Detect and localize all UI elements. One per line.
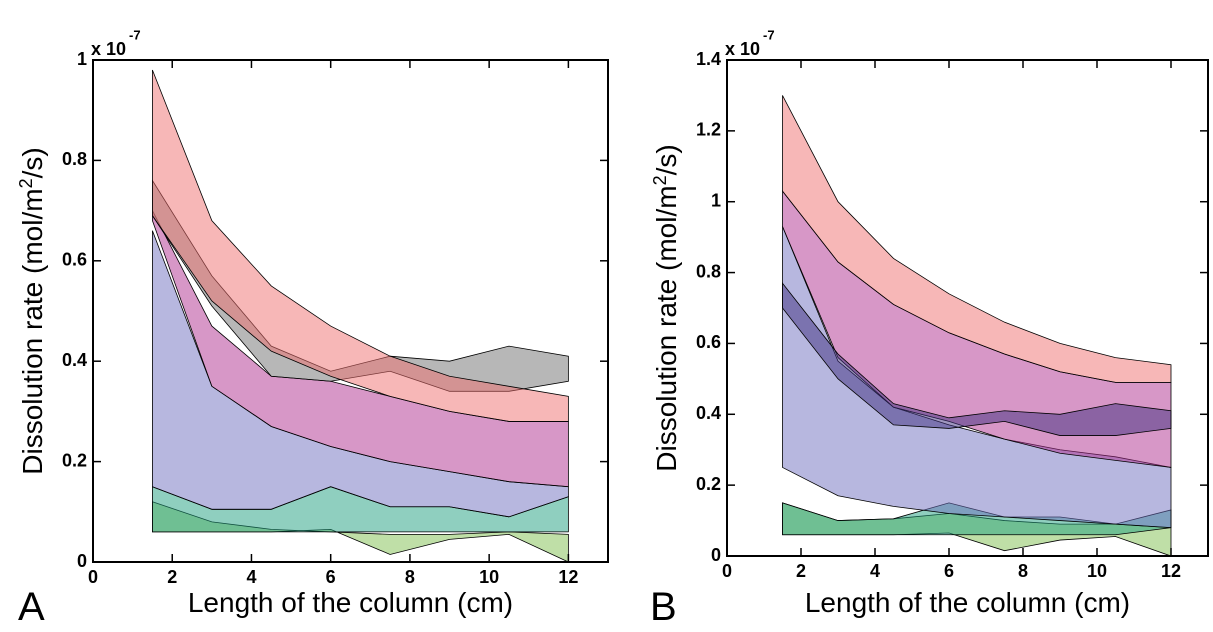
y-tick-label: 1.4	[696, 49, 721, 69]
plot-frame	[726, 59, 1209, 557]
y-tick-label: 1	[711, 190, 721, 210]
panel: 0 2 4 6 8 10 12 0 0.2 0.4 0.6 0.8 1 1.2 1.4 x 10-7 Lengt…	[650, 27, 1209, 629]
y-axis-label-part: Dissolution rate (mol/m	[651, 185, 682, 471]
y-tick-label: 1.2	[696, 120, 721, 140]
y-tick-label: 0.4	[696, 403, 721, 423]
x-tick-label: 8	[1018, 561, 1028, 581]
x-axis-label: Length of the column (cm)	[805, 587, 1130, 618]
y-axis-label-part: /s)	[17, 147, 48, 178]
x-tick-label: 10	[1087, 561, 1107, 581]
band	[782, 282, 1172, 436]
x-tick-label: 2	[796, 561, 806, 581]
y-tick-label: 0.6	[62, 250, 87, 270]
y-scale-label: x 10	[91, 39, 126, 59]
y-scale-label: x 10	[725, 39, 760, 59]
x-tick-label: 6	[944, 561, 954, 581]
y-axis-label: Dissolution rate (mol/m2/s)	[650, 144, 682, 471]
y-scale-exponent: -7	[129, 27, 141, 42]
x-tick-label: 4	[870, 561, 880, 581]
y-scale-exponent: -7	[763, 27, 775, 42]
y-axis-label-part: /s)	[651, 144, 682, 175]
y-axis-label: Dissolution rate (mol/m2/s)	[16, 147, 48, 474]
x-tick-label: 4	[246, 567, 256, 587]
y-tick-label: 0.2	[62, 450, 87, 470]
x-tick-label: 2	[167, 567, 177, 587]
x-axis-label: Length of the column (cm)	[188, 587, 513, 618]
y-tick-label: 0.2	[696, 474, 721, 494]
panel-letter: B	[650, 585, 677, 629]
x-tick-label: 6	[326, 567, 336, 587]
y-axis-label-part: Dissolution rate (mol/m	[17, 188, 48, 474]
y-tick-label: 0.6	[696, 332, 721, 352]
x-tick-label: 8	[405, 567, 415, 587]
y-tick-label: 0.8	[62, 149, 87, 169]
panel-letter: A	[18, 585, 45, 629]
x-tick-label: 12	[558, 567, 578, 587]
y-tick-label: 0	[77, 551, 87, 571]
band	[152, 69, 569, 422]
x-tick-label: 0	[88, 567, 98, 587]
band	[782, 95, 1172, 383]
y-axis-label-part: 2	[16, 178, 36, 188]
y-tick-label: 0	[711, 545, 721, 565]
y-tick-label: 1	[77, 49, 87, 69]
y-axis-label-part: 2	[650, 175, 670, 185]
panel: 0 2 4 6 8 10 12 0 0.2 0.4 0.6 0.8 1 x 10-7 Length of t…	[16, 27, 609, 629]
y-tick-label: 0.8	[696, 261, 721, 281]
x-tick-label: 0	[722, 561, 732, 581]
x-tick-label: 10	[479, 567, 499, 587]
y-tick-label: 0.4	[62, 350, 87, 370]
plot-frame	[92, 59, 609, 563]
x-tick-label: 12	[1161, 561, 1181, 581]
